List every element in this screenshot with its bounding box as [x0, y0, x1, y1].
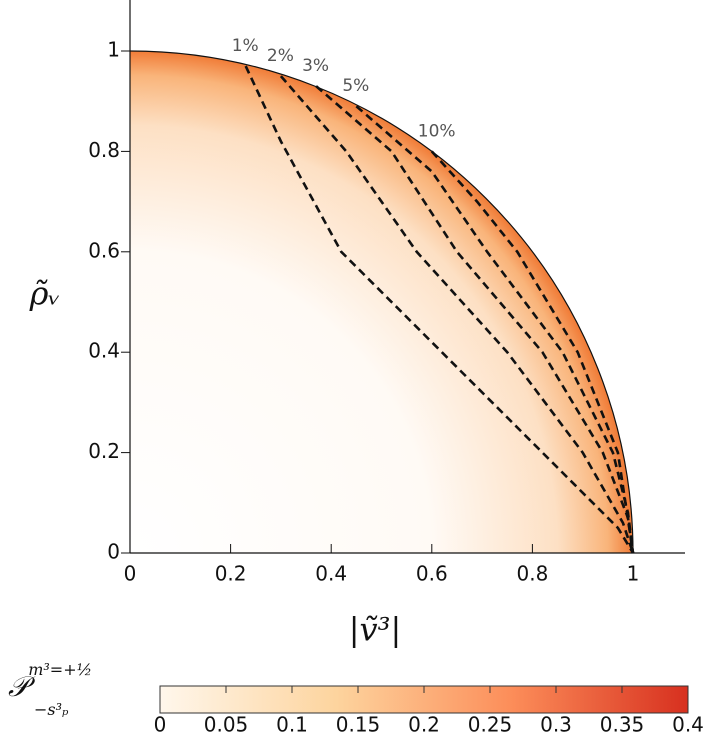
dashed-curve — [244, 65, 635, 554]
colorbar-tick-label: 0.25 — [468, 713, 513, 737]
x-tick-label: 0 — [124, 562, 137, 586]
dashed-curve — [430, 150, 635, 554]
y-tick-label: 0.4 — [88, 339, 120, 363]
curve-label: 1% — [232, 36, 259, 56]
colorbar-tick-label: 0.35 — [600, 713, 645, 737]
y-axis-label: ρ̃ᵥ — [29, 275, 61, 313]
curve-label: 3% — [302, 56, 329, 76]
x-tick-label: 0.8 — [516, 562, 548, 586]
y-tick-label: 0.8 — [88, 138, 120, 162]
colorbar-label-sub: −s³ₚ — [34, 700, 69, 719]
colorbar-tick-label: 0.4 — [672, 713, 704, 737]
colorbar-tick-label: 0 — [154, 713, 167, 737]
x-tick-label: 0.2 — [215, 562, 247, 586]
x-axis-label: |ṽ³| — [349, 611, 401, 649]
x-tick-label: 0.4 — [315, 562, 347, 586]
x-tick-label: 0.6 — [416, 562, 448, 586]
curve-label: 10% — [418, 121, 456, 141]
dashed-curve — [279, 75, 635, 554]
curve-label: 2% — [267, 46, 294, 66]
unit-arc — [129, 50, 634, 554]
colorbar-tick-label: 0.1 — [276, 713, 308, 737]
y-tick-label: 1 — [107, 38, 120, 62]
curve-label: 5% — [342, 76, 369, 96]
y-tick-label: 0.2 — [88, 439, 120, 463]
y-tick-label: 0 — [107, 540, 120, 564]
colorbar-tick-label: 0.15 — [336, 713, 381, 737]
y-tick-label: 0.6 — [88, 238, 120, 262]
heat-region — [130, 51, 633, 553]
colorbar-tick-label: 0.3 — [540, 713, 572, 737]
colorbar-tick-label: 0.05 — [204, 713, 249, 737]
x-tick-label: 1 — [627, 562, 640, 586]
colorbar-tick-label: 0.2 — [408, 713, 440, 737]
colorbar-label: 𝒫m³=+½ −s³ₚ — [8, 660, 92, 719]
colorbar-label-sup: m³=+½ — [28, 660, 92, 679]
